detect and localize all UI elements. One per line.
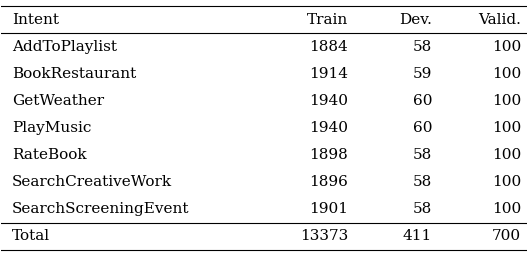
Text: AddToPlaylist: AddToPlaylist <box>12 40 117 54</box>
Text: SearchScreeningEvent: SearchScreeningEvent <box>12 202 190 216</box>
Text: PlayMusic: PlayMusic <box>12 121 91 135</box>
Text: 100: 100 <box>492 40 521 54</box>
Text: Dev.: Dev. <box>399 13 432 27</box>
Text: 60: 60 <box>412 121 432 135</box>
Text: 100: 100 <box>492 121 521 135</box>
Text: 100: 100 <box>492 67 521 81</box>
Text: 58: 58 <box>413 40 432 54</box>
Text: RateBook: RateBook <box>12 148 87 162</box>
Text: Valid.: Valid. <box>478 13 521 27</box>
Text: 1901: 1901 <box>309 202 348 216</box>
Text: 58: 58 <box>413 202 432 216</box>
Text: 100: 100 <box>492 202 521 216</box>
Text: 100: 100 <box>492 94 521 108</box>
Text: 59: 59 <box>413 67 432 81</box>
Text: 411: 411 <box>403 229 432 243</box>
Text: 1940: 1940 <box>309 94 348 108</box>
Text: 60: 60 <box>412 94 432 108</box>
Text: SearchCreativeWork: SearchCreativeWork <box>12 175 172 189</box>
Text: 100: 100 <box>492 175 521 189</box>
Text: Intent: Intent <box>12 13 59 27</box>
Text: GetWeather: GetWeather <box>12 94 104 108</box>
Text: 1896: 1896 <box>309 175 348 189</box>
Text: BookRestaurant: BookRestaurant <box>12 67 136 81</box>
Text: 100: 100 <box>492 148 521 162</box>
Text: 58: 58 <box>413 148 432 162</box>
Text: 1884: 1884 <box>309 40 348 54</box>
Text: 13373: 13373 <box>300 229 348 243</box>
Text: 58: 58 <box>413 175 432 189</box>
Text: 700: 700 <box>492 229 521 243</box>
Text: Train: Train <box>307 13 348 27</box>
Text: 1940: 1940 <box>309 121 348 135</box>
Text: 1914: 1914 <box>309 67 348 81</box>
Text: 1898: 1898 <box>309 148 348 162</box>
Text: Total: Total <box>12 229 50 243</box>
